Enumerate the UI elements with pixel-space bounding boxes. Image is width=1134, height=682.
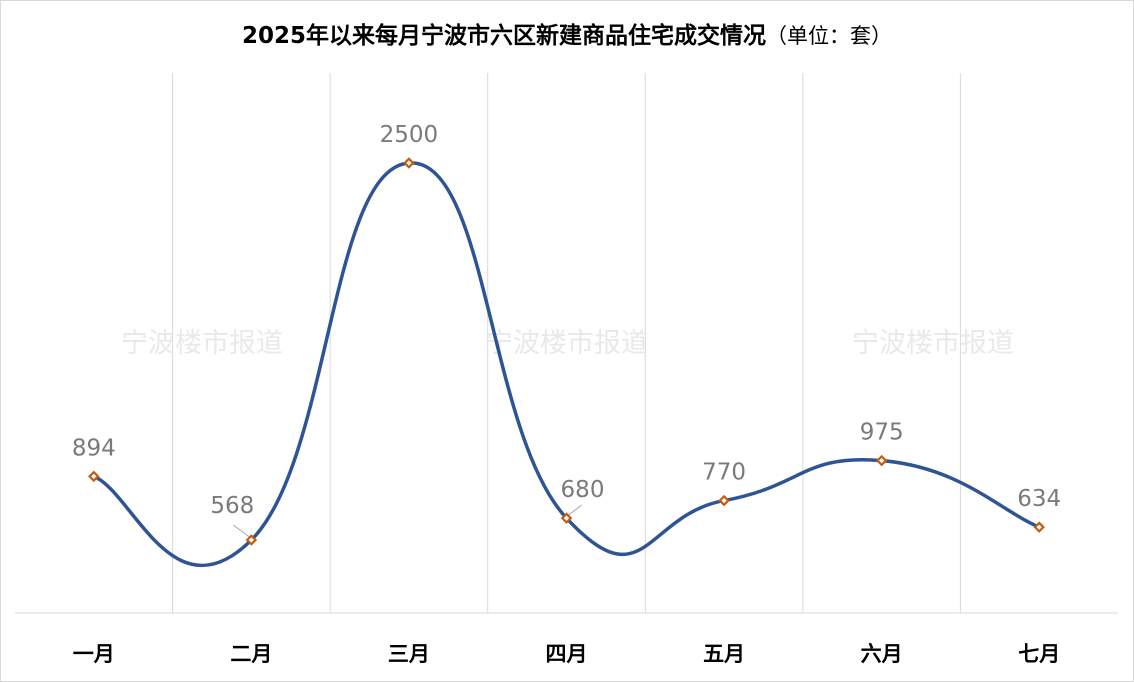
data-marker — [88, 470, 100, 483]
data-markers — [88, 157, 1045, 546]
chart-title-unit: （单位：套） — [766, 24, 892, 48]
category-label: 一月 — [73, 642, 115, 666]
category-label: 七月 — [1018, 642, 1060, 666]
watermark-text: 宁波楼市报道 — [486, 328, 648, 359]
data-label: 680 — [561, 477, 605, 503]
chart-title-text: 2025年以来每月宁波市六区新建商品住宅成交情况 — [241, 23, 766, 49]
watermark-text: 宁波楼市报道 — [121, 328, 283, 359]
watermark-text: 宁波楼市报道 — [852, 328, 1014, 359]
category-label: 三月 — [388, 642, 430, 666]
data-labels: 894 568 2500 680 770 975 634 — [72, 122, 1061, 519]
category-labels: 一月 二月 三月 四月 五月 六月 七月 — [73, 642, 1060, 666]
data-marker — [875, 454, 888, 467]
data-label: 894 — [72, 435, 116, 461]
data-label: 568 — [210, 493, 254, 519]
data-label: 770 — [702, 460, 746, 486]
data-marker — [403, 157, 415, 169]
data-marker — [560, 512, 573, 524]
leader-line — [568, 504, 582, 516]
category-label: 六月 — [861, 642, 903, 666]
data-marker — [1033, 521, 1045, 533]
data-label: 634 — [1017, 486, 1061, 512]
data-marker — [718, 494, 730, 507]
category-label: 二月 — [230, 642, 272, 666]
data-label: 975 — [860, 420, 904, 446]
label-leader-lines — [233, 504, 582, 538]
leader-line — [233, 524, 250, 538]
chart-title: 2025年以来每月宁波市六区新建商品住宅成交情况（单位：套） — [0, 16, 1134, 50]
vertical-gridlines — [172, 73, 961, 613]
data-label: 2500 — [380, 122, 439, 148]
category-label: 五月 — [703, 642, 745, 666]
watermarks: 宁波楼市报道 宁波楼市报道 宁波楼市报道 — [121, 328, 1014, 359]
category-label: 四月 — [546, 642, 588, 666]
data-marker — [245, 534, 258, 546]
